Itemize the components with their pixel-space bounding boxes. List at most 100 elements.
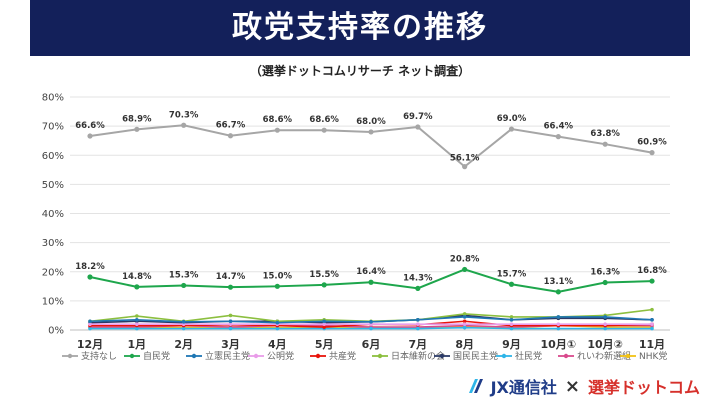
x-tick-label: 10月② <box>587 338 623 351</box>
data-point <box>603 322 607 326</box>
data-point <box>87 133 93 139</box>
data-point <box>135 318 139 322</box>
data-point <box>556 326 561 331</box>
data-point <box>274 127 280 133</box>
legend-marker <box>253 353 259 359</box>
legend-entry: 国民民主党 <box>453 350 498 362</box>
data-point <box>135 322 139 326</box>
data-point <box>509 322 514 326</box>
data-point <box>509 318 514 322</box>
legend-marker <box>67 353 73 359</box>
data-point <box>322 325 326 329</box>
data-point <box>462 312 467 316</box>
data-label: 15.5% <box>309 270 339 280</box>
y-tick-label: 20% <box>42 267 64 278</box>
y-tick-label: 30% <box>42 238 64 249</box>
data-label: 66.4% <box>544 122 574 132</box>
data-point <box>227 133 234 139</box>
data-point <box>87 274 93 280</box>
data-point <box>462 319 467 324</box>
legend-marker <box>129 353 135 359</box>
data-label: 68.9% <box>122 114 152 124</box>
data-point <box>416 322 420 326</box>
data-point <box>509 315 514 319</box>
legend-entry: NHK党 <box>639 350 667 362</box>
data-point <box>134 284 140 290</box>
legend-entry: 自民党 <box>143 350 170 362</box>
data-point <box>275 326 280 331</box>
y-tick-label: 60% <box>42 151 64 162</box>
data-point <box>650 326 654 331</box>
x-tick-label: 5月 <box>315 338 334 351</box>
data-point <box>181 320 186 324</box>
x-tick-label: 11月 <box>639 338 665 351</box>
senkyo-logo-text: 選挙ドットコム <box>587 378 700 397</box>
data-point <box>88 322 92 326</box>
x-tick-label: 4月 <box>268 338 287 351</box>
data-point <box>228 322 233 326</box>
x-tick-label: 7月 <box>409 338 428 351</box>
x-tick-label: 2月 <box>174 338 193 351</box>
y-tick-label: 70% <box>42 122 64 133</box>
data-label: 56.1% <box>450 154 480 164</box>
data-point <box>509 326 514 331</box>
data-point <box>88 319 92 324</box>
data-point <box>650 318 654 322</box>
data-label: 68.6% <box>309 115 339 125</box>
legend-entry: 公明党 <box>267 350 294 362</box>
legend-entry: 共産党 <box>329 350 356 362</box>
x-tick-label: 9月 <box>502 338 521 351</box>
data-point <box>462 315 467 319</box>
data-point <box>227 284 234 290</box>
data-point <box>275 320 280 325</box>
page-title: 政党支持率の推移 <box>232 10 488 45</box>
cross-mark: × <box>564 375 580 397</box>
data-point <box>650 307 654 312</box>
data-label: 69.0% <box>497 114 527 124</box>
data-point <box>462 322 467 326</box>
data-point <box>556 322 561 326</box>
legend-marker <box>439 353 445 359</box>
data-point <box>462 325 467 330</box>
legend-entry: 支持なし <box>81 350 117 362</box>
x-tick-label: 10月① <box>541 338 577 351</box>
legend-entry: 日本維新の会 <box>391 350 445 362</box>
legend-marker <box>563 353 569 359</box>
legend-marker <box>501 353 507 359</box>
data-point <box>416 318 420 322</box>
data-label: 16.8% <box>637 266 667 276</box>
data-point <box>322 319 326 324</box>
x-tick-label: 12月 <box>77 338 103 351</box>
legend-marker <box>625 353 631 359</box>
data-point <box>415 124 421 130</box>
data-point <box>602 279 608 286</box>
data-point <box>369 326 373 331</box>
y-tick-label: 40% <box>42 209 64 220</box>
data-point <box>181 326 186 331</box>
data-point <box>134 126 140 132</box>
data-point <box>228 313 233 318</box>
data-label: 14.3% <box>403 273 433 283</box>
data-label: 66.7% <box>216 121 246 131</box>
data-point <box>462 164 468 170</box>
data-point <box>181 122 187 128</box>
data-point <box>555 289 561 295</box>
data-point <box>321 127 327 133</box>
data-label: 68.0% <box>356 117 386 127</box>
data-label: 20.8% <box>450 254 480 264</box>
data-point <box>508 281 515 287</box>
legend-entry: 社民党 <box>515 350 542 362</box>
legend-marker <box>315 353 321 359</box>
data-point <box>602 141 608 147</box>
data-point <box>603 326 607 331</box>
data-point <box>603 315 607 319</box>
data-label: 18.2% <box>75 262 105 272</box>
data-label: 13.1% <box>544 277 574 287</box>
y-tick-label: 0% <box>48 326 64 337</box>
data-point <box>416 326 420 331</box>
data-point <box>228 319 233 324</box>
data-label: 16.3% <box>590 268 620 278</box>
y-tick-label: 10% <box>42 296 64 307</box>
data-label: 14.7% <box>216 272 246 282</box>
